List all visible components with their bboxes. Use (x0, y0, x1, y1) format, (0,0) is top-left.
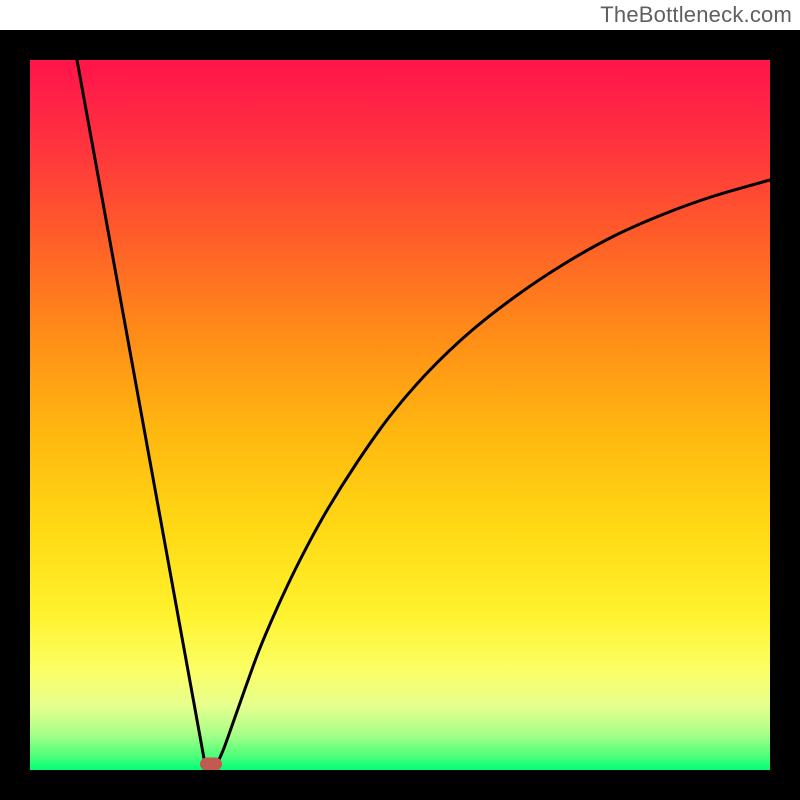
watermark-text: TheBottleneck.com (600, 2, 792, 28)
plot-area (30, 60, 770, 770)
chart-stage: TheBottleneck.com (0, 0, 800, 800)
min-marker (200, 758, 222, 771)
bottleneck-curve (30, 60, 770, 770)
curve-path (77, 60, 770, 764)
